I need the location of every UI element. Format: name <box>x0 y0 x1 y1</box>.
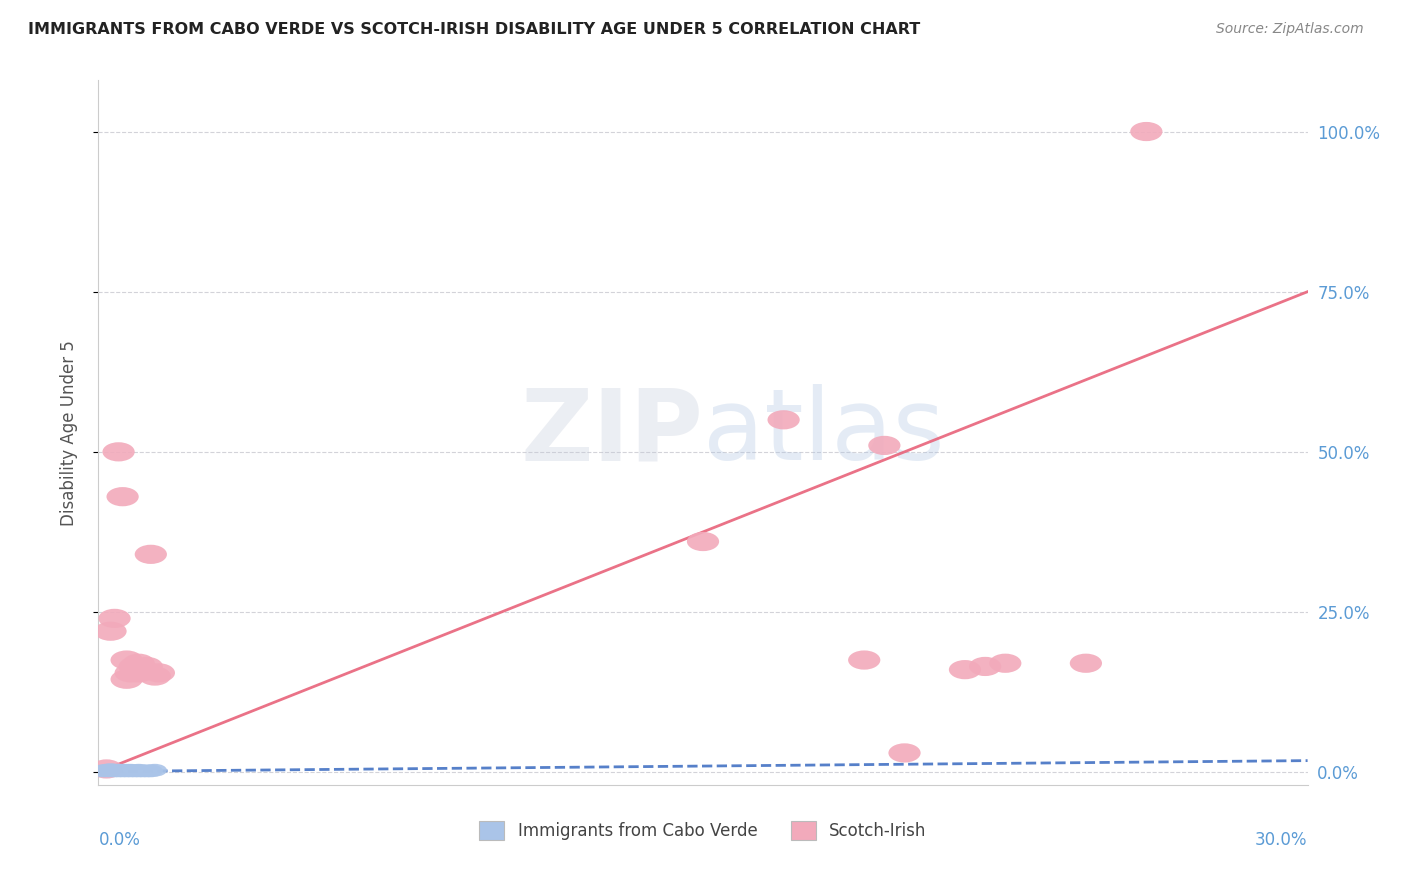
Ellipse shape <box>94 764 118 777</box>
Ellipse shape <box>114 764 139 777</box>
Ellipse shape <box>1070 654 1102 673</box>
Legend: Immigrants from Cabo Verde, Scotch-Irish: Immigrants from Cabo Verde, Scotch-Irish <box>472 814 934 847</box>
Ellipse shape <box>90 759 122 779</box>
Ellipse shape <box>1130 122 1163 141</box>
Ellipse shape <box>122 764 146 777</box>
Ellipse shape <box>127 764 150 777</box>
Ellipse shape <box>107 764 131 777</box>
Ellipse shape <box>131 657 163 676</box>
Ellipse shape <box>98 608 131 628</box>
Text: Source: ZipAtlas.com: Source: ZipAtlas.com <box>1216 22 1364 37</box>
Ellipse shape <box>135 764 159 777</box>
Ellipse shape <box>127 764 150 777</box>
Ellipse shape <box>111 764 135 777</box>
Ellipse shape <box>768 410 800 429</box>
Ellipse shape <box>688 532 718 551</box>
Y-axis label: Disability Age Under 5: Disability Age Under 5 <box>59 340 77 525</box>
Ellipse shape <box>143 764 167 777</box>
Ellipse shape <box>103 764 127 777</box>
Text: 30.0%: 30.0% <box>1256 830 1308 849</box>
Ellipse shape <box>90 764 114 777</box>
Ellipse shape <box>139 764 163 777</box>
Ellipse shape <box>98 764 122 777</box>
Ellipse shape <box>990 654 1021 673</box>
Ellipse shape <box>127 660 159 680</box>
Ellipse shape <box>94 764 118 777</box>
Ellipse shape <box>111 764 135 777</box>
Text: ZIP: ZIP <box>520 384 703 481</box>
Ellipse shape <box>118 657 150 676</box>
Ellipse shape <box>111 650 143 670</box>
Ellipse shape <box>98 764 122 776</box>
Ellipse shape <box>848 650 880 670</box>
Ellipse shape <box>889 743 921 763</box>
Ellipse shape <box>111 670 143 689</box>
Text: IMMIGRANTS FROM CABO VERDE VS SCOTCH-IRISH DISABILITY AGE UNDER 5 CORRELATION CH: IMMIGRANTS FROM CABO VERDE VS SCOTCH-IRI… <box>28 22 921 37</box>
Ellipse shape <box>143 664 174 682</box>
Ellipse shape <box>103 764 127 777</box>
Ellipse shape <box>103 442 135 461</box>
Ellipse shape <box>107 764 131 777</box>
Ellipse shape <box>131 764 155 777</box>
Ellipse shape <box>969 657 1001 676</box>
Ellipse shape <box>949 660 981 680</box>
Ellipse shape <box>94 622 127 640</box>
Text: atlas: atlas <box>703 384 945 481</box>
Ellipse shape <box>118 764 143 777</box>
Ellipse shape <box>118 764 143 777</box>
Ellipse shape <box>139 666 172 686</box>
Ellipse shape <box>135 545 167 564</box>
Ellipse shape <box>114 764 139 777</box>
Ellipse shape <box>107 487 139 507</box>
Ellipse shape <box>122 654 155 673</box>
Text: 0.0%: 0.0% <box>98 830 141 849</box>
Ellipse shape <box>869 436 900 455</box>
Ellipse shape <box>122 664 155 682</box>
Ellipse shape <box>114 664 146 682</box>
